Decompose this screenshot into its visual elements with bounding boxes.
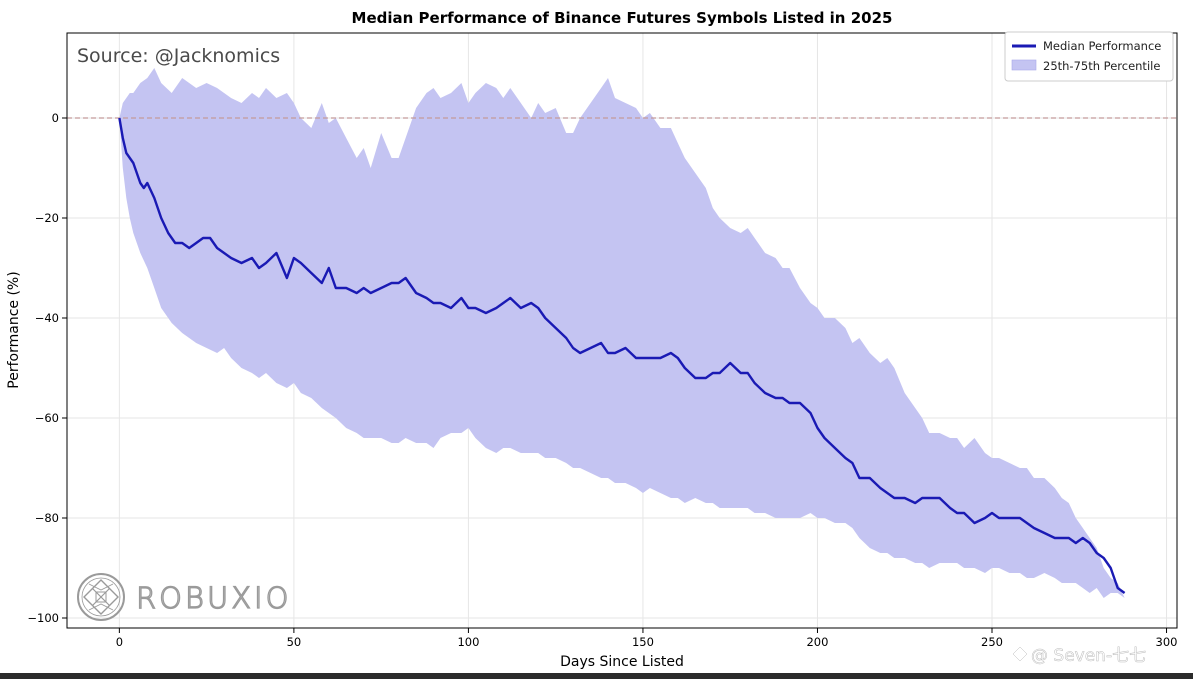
watermark: @ Seven-七七 — [1011, 645, 1146, 666]
legend: Median Performance 25th-75th Percentile — [1004, 31, 1174, 82]
robuxio-emblem-icon — [77, 573, 125, 621]
y-tick-label: −80 — [35, 511, 59, 525]
y-tick-label: −100 — [27, 611, 59, 625]
bottom-edge-bar — [0, 673, 1193, 679]
median-line-layer — [118, 117, 1126, 594]
x-tick-label: 250 — [981, 635, 1003, 649]
x-tick-label: 100 — [457, 635, 479, 649]
y-tick-label: 0 — [52, 111, 59, 125]
y-axis-ticks: 0 −20 −40 −60 −80 −100 — [27, 111, 67, 625]
median-performance-line — [118, 117, 1126, 594]
y-tick-label: −60 — [35, 411, 59, 425]
y-tick-label: −20 — [35, 211, 59, 225]
watermark-logo-icon — [1011, 645, 1029, 663]
x-tick-label: 50 — [287, 635, 302, 649]
x-tick-label: 300 — [1156, 635, 1178, 649]
robuxio-logo: ROBUXIO — [77, 573, 291, 621]
y-tick-label: −40 — [35, 311, 59, 325]
chart-title: Median Performance of Binance Futures Sy… — [352, 9, 893, 27]
legend-band-swatch — [1011, 59, 1037, 71]
source-annotation: Source: @Jacknomics — [77, 45, 280, 67]
robuxio-logo-text: ROBUXIO — [136, 581, 291, 615]
y-axis-label: Performance (%) — [6, 271, 22, 388]
x-axis-label: Days Since Listed — [560, 654, 684, 670]
x-axis-ticks: 0 50 100 150 200 250 300 — [116, 628, 1178, 649]
x-tick-label: 150 — [632, 635, 654, 649]
plot-area-frame — [66, 32, 1178, 629]
legend-box — [1004, 31, 1174, 82]
legend-band-label: 25th-75th Percentile — [1043, 59, 1160, 73]
x-tick-label: 0 — [116, 635, 123, 649]
watermark-text: @ Seven-七七 — [1031, 646, 1146, 666]
percentile-band-area — [119, 68, 1125, 598]
x-tick-label: 200 — [806, 635, 828, 649]
percentile-band-layer — [119, 68, 1125, 598]
legend-median-label: Median Performance — [1043, 39, 1161, 53]
